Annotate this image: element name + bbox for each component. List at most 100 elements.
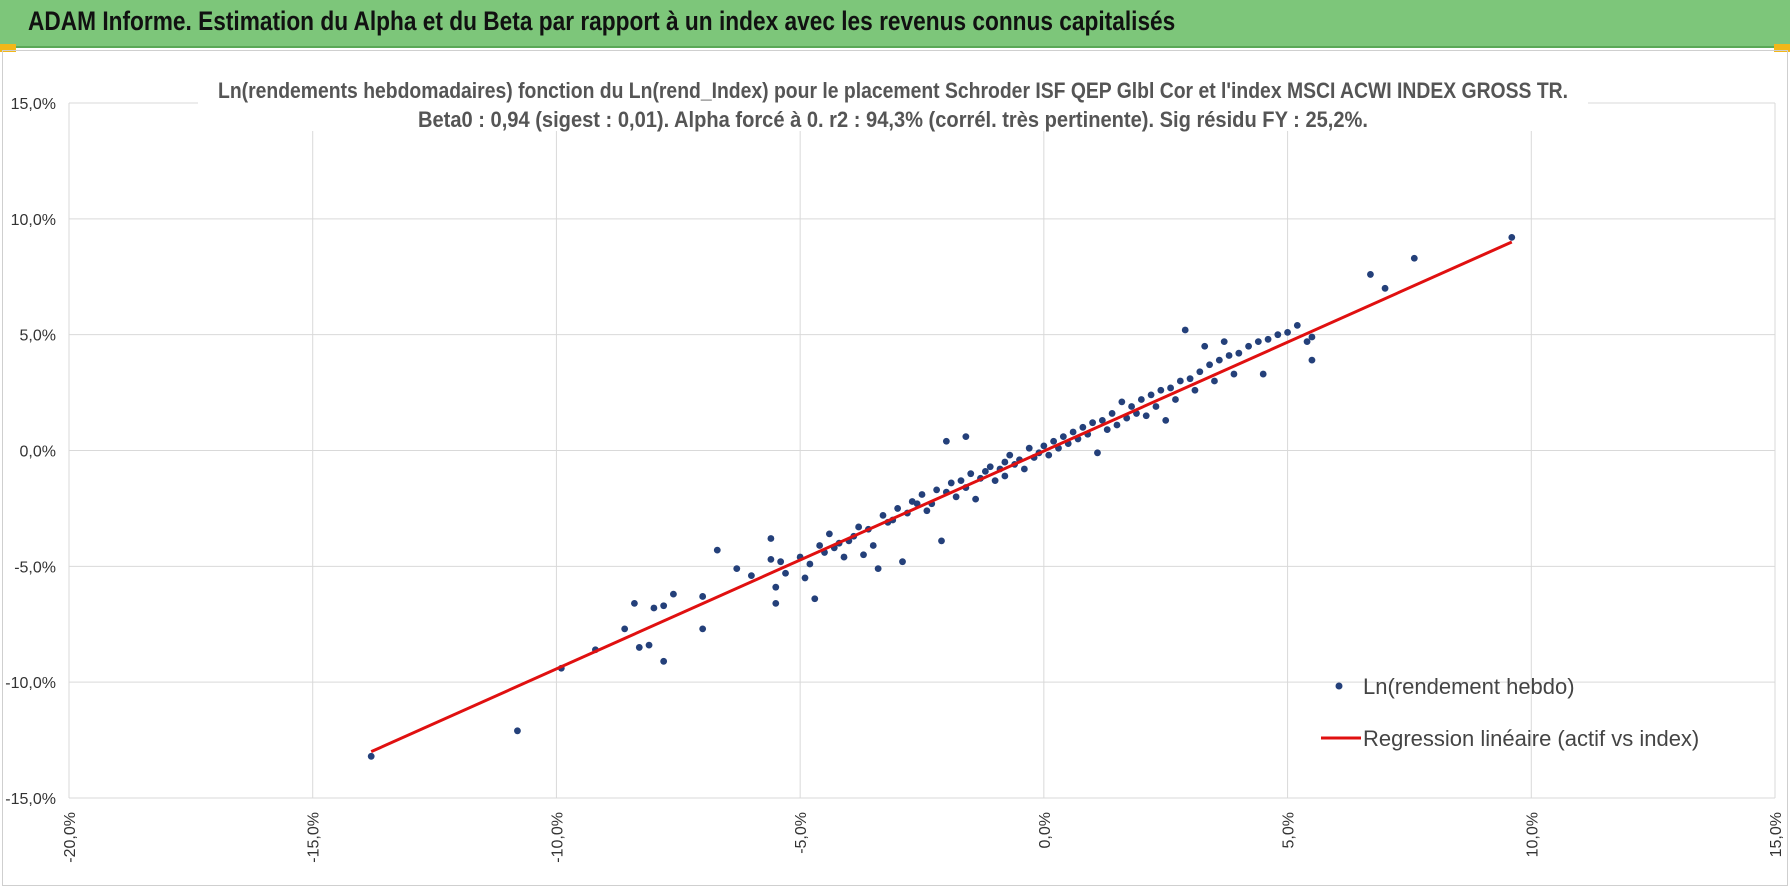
data-point <box>621 625 629 633</box>
data-point <box>1103 426 1111 434</box>
data-point <box>514 727 521 735</box>
data-point <box>899 558 906 566</box>
data-point <box>1245 342 1252 350</box>
data-point <box>1410 254 1418 262</box>
data-point <box>1118 398 1126 406</box>
data-point <box>1191 386 1199 394</box>
corner-accent-right <box>1774 44 1790 52</box>
data-point <box>1176 377 1184 385</box>
data-point <box>1025 444 1033 452</box>
data-point <box>981 467 989 475</box>
data-point <box>947 479 955 487</box>
legend-label-scatter: Ln(rendement hebdo) <box>1363 674 1575 699</box>
y-axis-tick-labels: -15,0% -10,0% -5,0% 0,0% 5,0% 10,0% 15,0% <box>5 96 56 808</box>
data-point <box>1137 396 1145 403</box>
data-point <box>938 537 945 545</box>
chart-title-group: Ln(rendements hebdomadaires) fonction du… <box>198 69 1588 132</box>
data-point <box>1259 370 1267 378</box>
data-point <box>645 641 653 649</box>
data-point <box>1220 338 1228 346</box>
y-tick-label: 0,0% <box>20 444 56 461</box>
chart-subtitle: Beta0 : 0,94 (sigest : 0,01). Alpha forc… <box>418 107 1368 132</box>
data-point <box>923 507 931 515</box>
report-title: ADAM Informe. Estimation du Alpha et du … <box>28 6 1176 36</box>
data-point <box>635 644 643 651</box>
data-point <box>1050 437 1058 445</box>
data-point <box>1254 338 1262 346</box>
data-point <box>1508 233 1516 241</box>
data-point <box>367 752 375 760</box>
data-point <box>918 491 926 498</box>
data-point <box>748 572 755 579</box>
corner-accent-left <box>0 44 16 52</box>
data-point <box>825 530 833 538</box>
x-tick-label: 0,0% <box>1037 812 1054 848</box>
data-point <box>1215 356 1223 364</box>
data-point <box>952 493 960 501</box>
data-point <box>1152 403 1160 410</box>
data-point <box>806 560 814 568</box>
data-point <box>855 523 863 531</box>
data-point <box>840 553 848 561</box>
data-point <box>772 600 780 607</box>
data-point <box>1264 335 1272 343</box>
data-point <box>1225 352 1233 359</box>
data-point <box>713 546 721 554</box>
data-point <box>1108 410 1116 417</box>
x-tick-label: -10,0% <box>549 812 566 863</box>
data-point <box>1381 284 1389 292</box>
data-point <box>1235 349 1243 357</box>
data-point <box>874 565 882 573</box>
data-point <box>1079 423 1087 431</box>
data-point <box>879 511 887 519</box>
data-point <box>869 542 877 549</box>
data-point <box>1069 428 1077 436</box>
chart-area: -15,0% -10,0% -5,0% 0,0% 5,0% 10,0% 15,0% -20,… <box>2 50 1788 886</box>
data-point <box>811 595 819 603</box>
x-tick-label: -5,0% <box>793 812 810 854</box>
y-tick-label: 10,0% <box>11 212 56 229</box>
report-header: ADAM Informe. Estimation du Alpha et du … <box>0 0 1790 48</box>
data-point <box>957 477 965 485</box>
data-point <box>801 574 809 582</box>
data-point <box>777 558 785 566</box>
data-point <box>1308 333 1316 341</box>
data-point <box>1172 396 1179 403</box>
data-point <box>1303 338 1311 346</box>
data-point <box>1094 449 1101 457</box>
data-point <box>650 604 658 612</box>
data-point <box>967 470 975 478</box>
gridlines <box>68 102 1776 799</box>
data-point <box>1162 416 1170 424</box>
regression-line-layer <box>370 240 1513 754</box>
y-tick-label: -15,0% <box>5 791 56 808</box>
legend-marker-scatter <box>1335 682 1343 690</box>
data-point <box>1186 375 1194 383</box>
data-point <box>1059 433 1067 440</box>
data-point <box>1040 442 1048 450</box>
x-tick-label: -15,0% <box>306 812 323 863</box>
legend-label-line: Regression linéaire (actif vs index) <box>1363 726 1699 751</box>
data-point <box>1308 356 1316 364</box>
data-point <box>1367 271 1374 278</box>
data-point <box>1128 403 1135 410</box>
scatter-chart: -15,0% -10,0% -5,0% 0,0% 5,0% 10,0% 15,0% -20,… <box>5 69 1785 863</box>
data-point <box>767 555 775 563</box>
data-point <box>972 495 980 503</box>
data-point <box>816 542 824 549</box>
data-point <box>1181 326 1189 334</box>
data-point <box>782 569 789 577</box>
data-point <box>1206 361 1213 369</box>
data-point <box>1089 419 1096 427</box>
data-point <box>699 593 707 600</box>
data-point <box>767 535 775 542</box>
x-tick-label: 15,0% <box>1768 812 1785 857</box>
data-point <box>991 477 999 485</box>
x-tick-label: 10,0% <box>1524 812 1541 857</box>
y-tick-label: 15,0% <box>11 96 56 113</box>
data-point <box>660 602 668 610</box>
data-point <box>933 486 941 494</box>
data-point <box>1230 370 1238 378</box>
y-tick-label: 5,0% <box>20 328 56 345</box>
data-point <box>1284 328 1291 336</box>
